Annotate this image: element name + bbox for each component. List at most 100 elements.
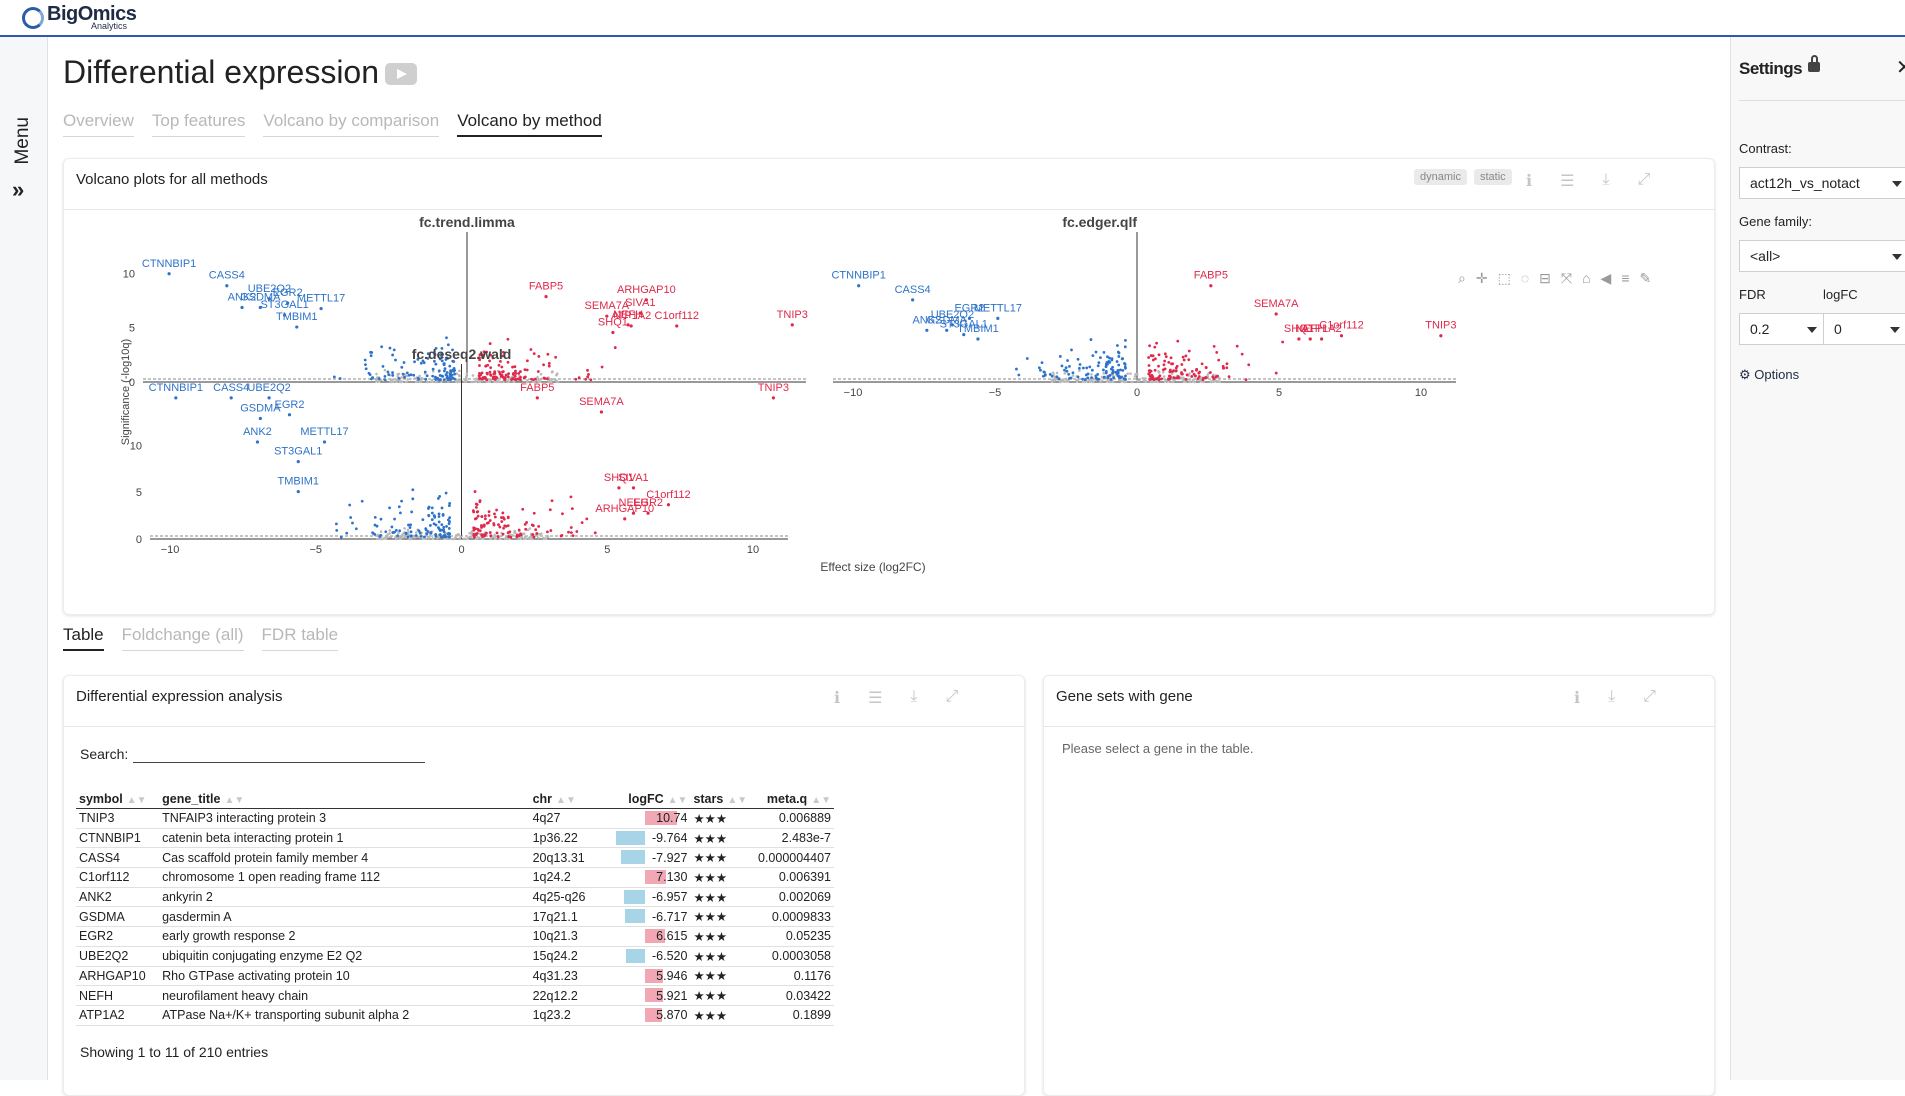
col-logfc[interactable]: logFC ▲▼ [616,790,691,809]
down-point [427,513,431,517]
labelled-point [857,284,861,288]
tab-top-features[interactable]: Top features [151,111,246,137]
info-icon[interactable]: ℹ [834,690,841,707]
download-icon[interactable]: ⤓ [910,688,918,705]
tab-foldchange-all[interactable]: Foldchange (all) [121,625,244,651]
up-point [1175,364,1179,368]
cell-meta-q: 0.03422 [755,985,834,1006]
down-point [1050,374,1054,378]
ns-point [538,380,542,383]
down-point [379,517,383,521]
fdr-select[interactable]: 0.2 [1739,313,1826,345]
lasso-icon[interactable]: ◌ [1520,270,1530,286]
col-chr[interactable]: chr ▲▼ [529,790,617,809]
tab-volcano-by-method[interactable]: Volcano by method [457,111,602,137]
lock-icon[interactable] [1808,55,1820,72]
tab-overview[interactable]: Overview [63,111,134,137]
col-gene-title[interactable]: gene_title ▲▼ [159,790,530,809]
down-point [1106,355,1109,359]
menu-icon[interactable]: ☰ [1560,173,1575,190]
ns-point [474,380,477,383]
info-icon[interactable]: ℹ [1574,690,1581,707]
tab-fdr-table[interactable]: FDR table [261,625,339,651]
gene-family-select[interactable]: <all> [1739,240,1905,272]
up-point [483,533,487,537]
table-row[interactable]: ANK2 ankyrin 2 4q25-q26 -6.957 ★★★ 0.002069 [76,887,834,908]
cell-stars: ★★★ [690,966,755,987]
expand-icon[interactable]: ⤢ [1643,688,1656,705]
table-row[interactable]: GSDMA gasdermin A 17q21.1 -6.717 ★★★ 0.000983… [76,906,834,928]
up-point [514,378,518,381]
table-row[interactable]: ARHGAP10 Rho GTPase activating protein 10… [76,966,834,987]
logfc-select[interactable]: 0 [1823,313,1905,345]
menu-icon[interactable]: ☰ [868,690,883,707]
up-point [506,531,510,535]
up-point [500,520,504,523]
labelled-point [1320,337,1324,341]
chevron-double-right-icon[interactable]: » [12,177,25,202]
dynamic-badge[interactable]: dynamic [1414,169,1467,185]
table-row[interactable]: NEFH neurofilament heavy chain 22q12.2 5.92… [76,985,834,1006]
cell-gene-title: Cas scaffold protein family member 4 [159,847,530,869]
pan-icon[interactable]: ✛ [1475,270,1488,286]
table-row[interactable]: C1orf112 chromosome 1 open reading frame … [76,867,834,888]
up-point [519,370,522,373]
ns-point [426,380,429,384]
col-meta-q[interactable]: meta.q ▲▼ [755,790,834,809]
gene-label: SEMA7A [1254,298,1299,310]
home-icon[interactable]: ⌂ [1582,270,1591,286]
expand-icon[interactable]: ⤢ [1637,171,1651,188]
ns-point [394,535,397,539]
expand-icon[interactable]: ⤢ [945,688,959,705]
down-point [364,367,368,371]
down-point [419,361,423,365]
static-badge[interactable]: static [1474,169,1512,185]
down-point [1115,360,1119,363]
box-select-icon[interactable]: ⬚ [1497,270,1511,286]
down-point [451,376,455,380]
table-row[interactable]: ATP1A2 ATPase Na+/K+ transporting subunit… [76,1005,834,1026]
ns-point [458,537,462,541]
table-row[interactable]: CTNNBIP1 catenin beta interacting protein… [76,828,834,849]
contrast-select[interactable]: act12h_vs_notact [1739,167,1905,199]
download-icon[interactable]: ⤓ [1602,171,1610,188]
draw-icon[interactable]: ✎ [1639,270,1652,286]
info-icon[interactable]: ℹ [1526,173,1533,190]
video-play-icon[interactable] [385,63,417,85]
up-point [570,507,574,511]
col-stars[interactable]: stars ▲▼ [690,790,755,809]
zoom-icon[interactable]: ⌕ [1458,270,1466,286]
up-point [1171,362,1175,366]
table-row[interactable]: UBE2Q2 ubiquitin conjugating enzyme E2 Q2… [76,946,834,967]
down-point [394,528,398,532]
down-point [448,364,452,368]
table-row[interactable]: CASS4 Cas scaffold protein family member … [76,847,834,869]
cell-logfc: -6.957 [616,887,691,908]
search-input[interactable] [133,734,425,763]
zoom-out-icon[interactable]: ⊟ [1539,270,1551,286]
up-point [504,373,508,377]
autoscale-icon[interactable]: ⤧ [1560,270,1573,286]
options-toggle[interactable]: ⚙ Options [1739,367,1799,383]
cell-meta-q: 0.006391 [755,867,834,888]
download-icon[interactable]: ⤓ [1608,688,1616,705]
brand-logo[interactable]: BigOmics Analytics [22,4,137,31]
up-point [1157,378,1161,382]
ns-point [470,532,474,536]
cell-chr: 10q21.3 [529,926,617,947]
col-symbol[interactable]: symbol ▲▼ [76,790,160,809]
up-point [488,370,492,374]
hover-compare-icon[interactable]: ≡ [1621,270,1630,286]
tab-volcano-by-comparison[interactable]: Volcano by comparison [263,111,440,137]
menu-toggle-label[interactable]: Menu [12,117,33,165]
up-point [600,365,604,369]
table-row[interactable]: TNIP3 TNFAIP3 interacting protein 3 4q27 10… [76,808,834,829]
close-icon[interactable]: ✕ [1896,57,1905,79]
labelled-point [174,396,178,400]
gene-label: SHQ1 [604,472,634,484]
down-point [439,378,442,381]
down-point [1108,356,1111,360]
tab-table[interactable]: Table [63,625,104,651]
hover-closest-icon[interactable]: ◀ [1600,270,1612,286]
table-row[interactable]: EGR2 early growth response 2 10q21.3 6.615 ★… [76,926,834,947]
